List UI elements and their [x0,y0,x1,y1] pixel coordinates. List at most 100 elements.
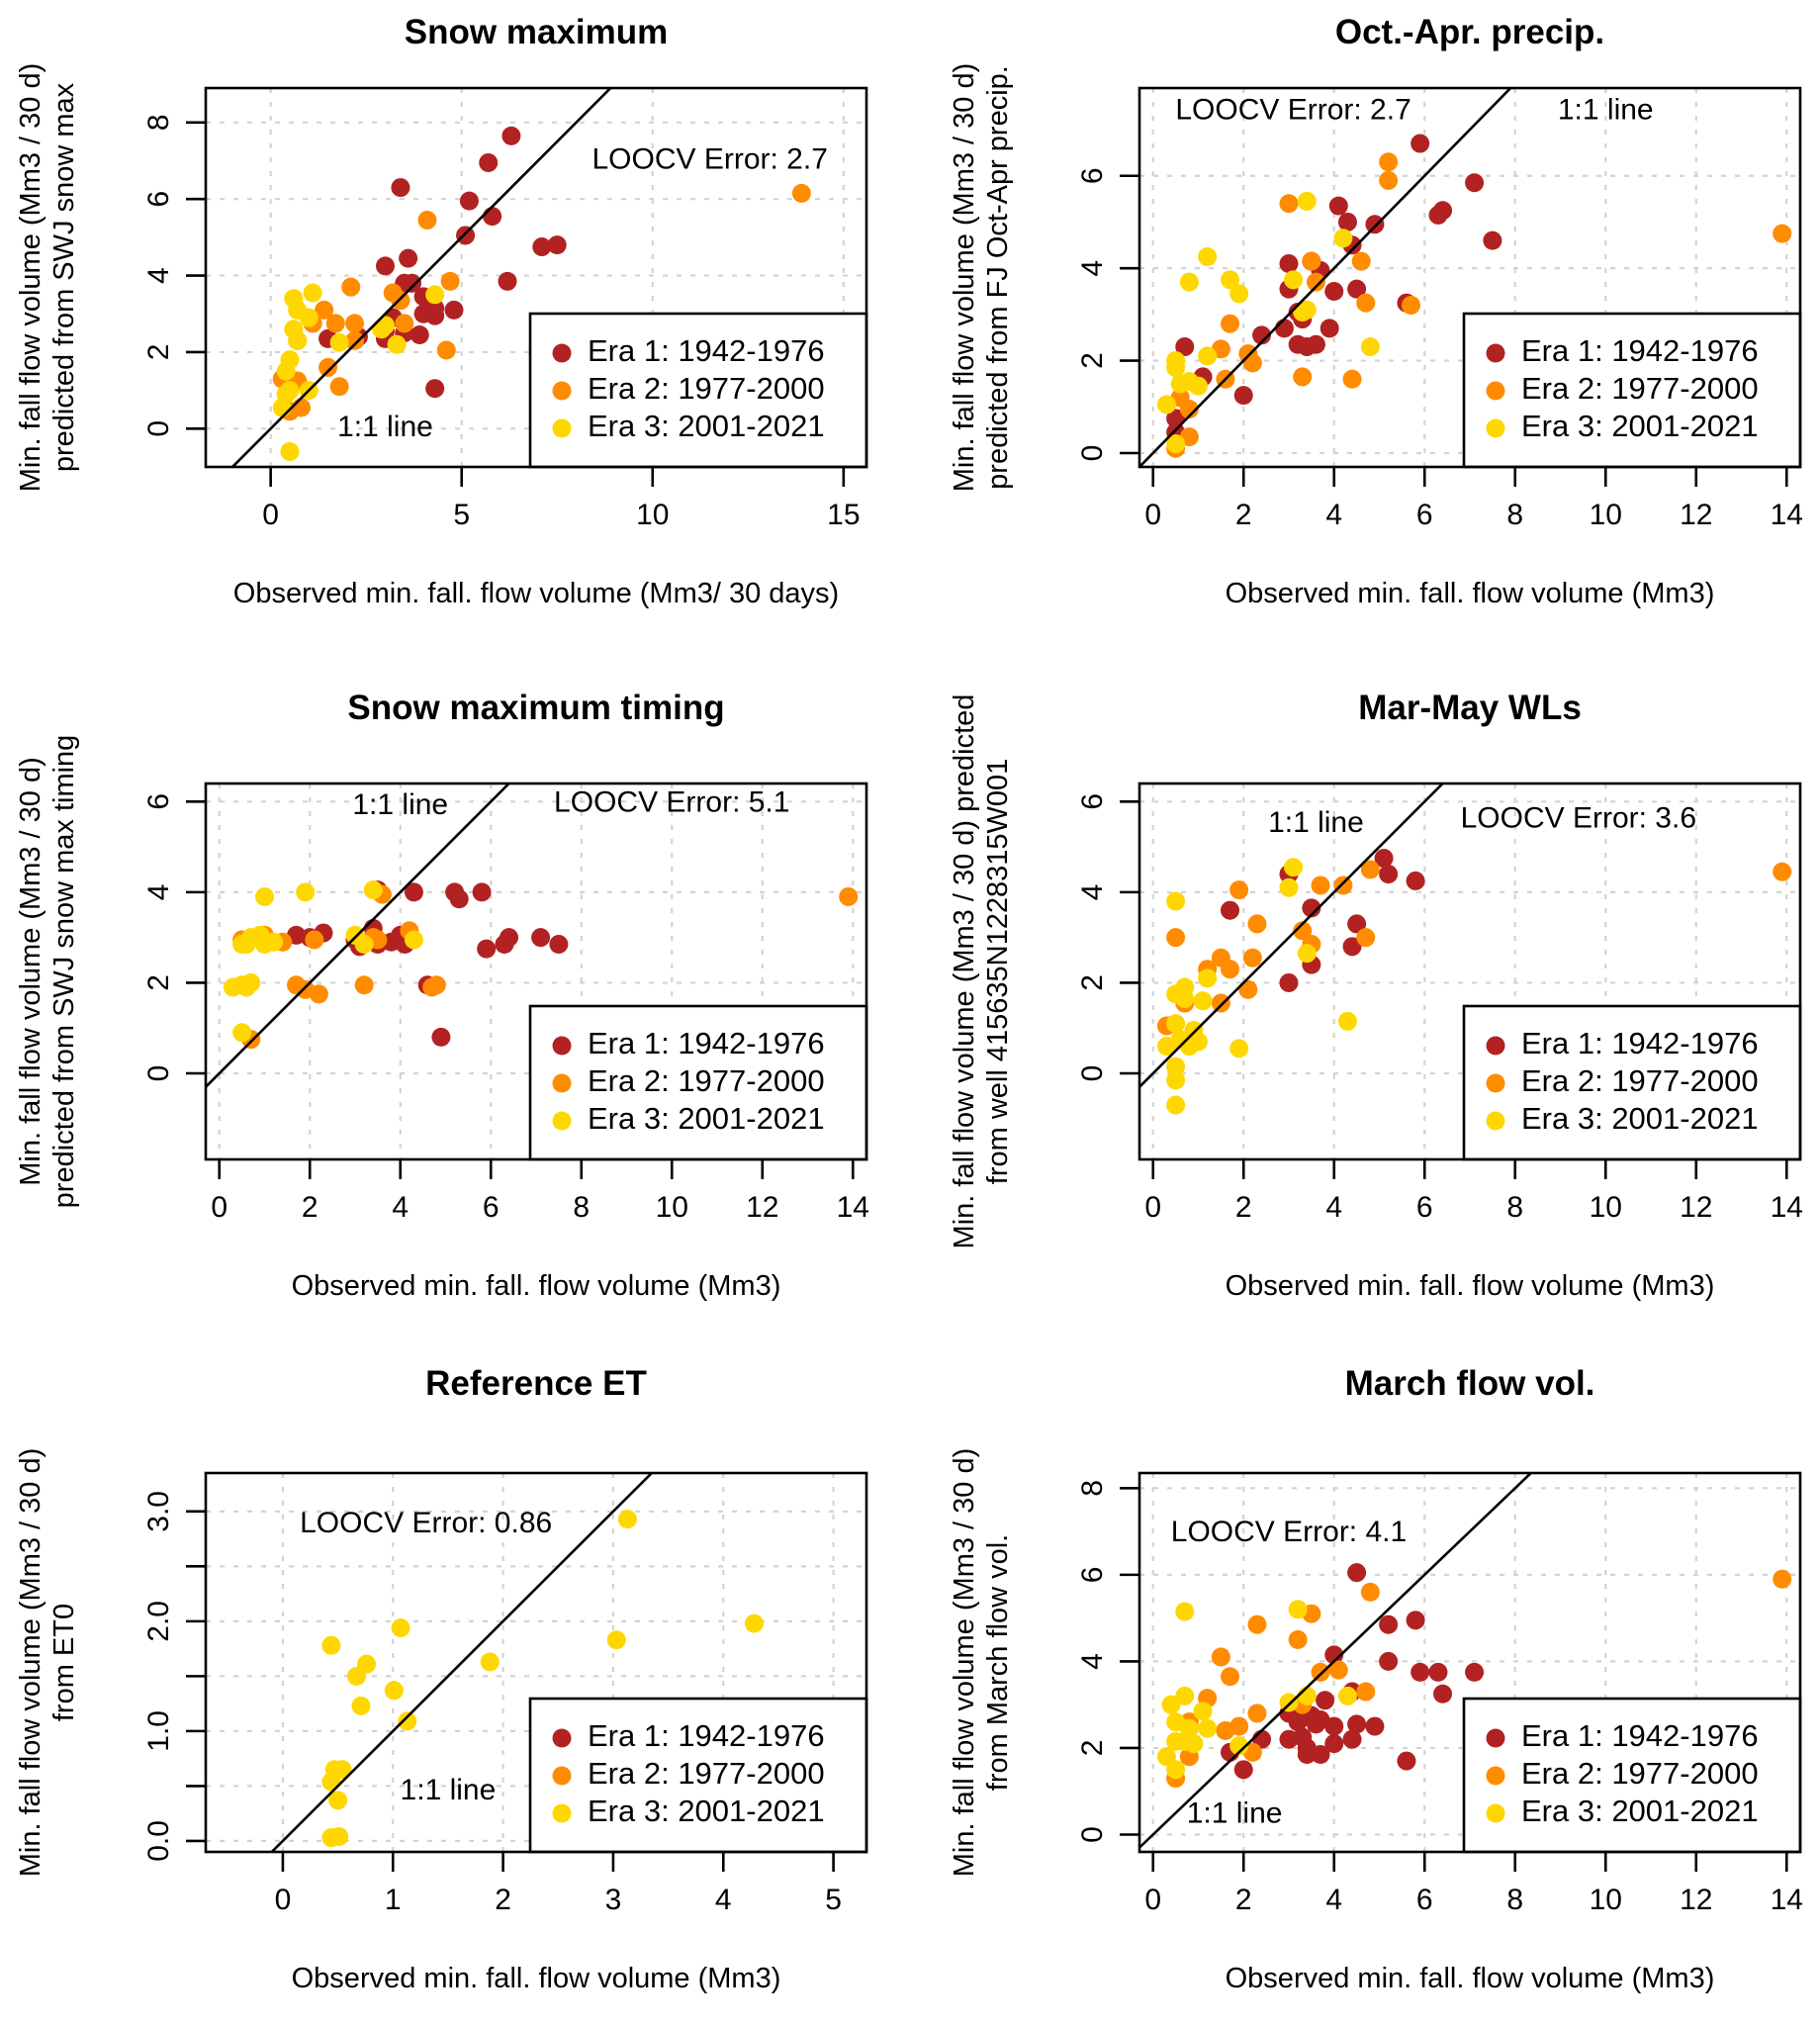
x-tick-label: 6 [1416,1884,1433,1916]
data-point-era-3 [744,1613,764,1633]
data-point-era-1 [456,226,476,245]
data-point-era-2 [345,314,365,333]
data-point-era-2 [1221,960,1240,979]
x-tick-label: 0 [1144,499,1161,531]
data-point-era-1 [1306,1714,1325,1734]
data-point-era-2 [426,975,446,995]
data-point-era-1 [1347,1563,1367,1583]
y-tick-label: 4 [1076,1653,1109,1670]
data-point-era-3 [332,1760,352,1780]
data-point-era-3 [1337,1686,1357,1705]
legend-marker-era-2 [552,1766,572,1786]
legend-label-era-2: Era 2: 1977-2000 [588,1063,825,1098]
x-tick-label: 12 [1680,1884,1712,1916]
legend-label-era-1: Era 1: 1942-1976 [1521,333,1759,368]
data-point-era-3 [404,930,423,950]
data-point-era-3 [1166,1760,1186,1780]
legend-marker-era-2 [1486,1073,1505,1093]
data-point-era-3 [1221,270,1240,290]
x-axis: 0 2 4 6 8 10 12 14 [1144,1852,1803,1916]
data-point-era-1 [1428,1662,1448,1682]
data-point-era-1 [1365,215,1385,234]
data-point-era-3 [480,1652,500,1672]
data-point-era-1 [1302,898,1321,918]
data-point-era-3 [1337,1011,1357,1031]
one-to-one-label: 1:1 line [352,788,448,821]
data-point-era-3 [1184,1734,1204,1754]
data-point-era-1 [498,271,517,291]
legend-label-era-2: Era 2: 1977-2000 [1521,371,1759,406]
legend-label-era-2: Era 2: 1977-2000 [588,1756,825,1791]
legend-marker-era-1 [552,343,572,363]
y-axis-label-line-1: Min. fall flow volume (Mm3 / 30 d) [15,63,46,493]
data-point-era-3 [391,1618,410,1638]
data-point-era-1 [399,248,418,268]
x-tick-label: 4 [715,1884,732,1916]
x-tick-label: 2 [302,1191,318,1224]
data-point-era-1 [1175,337,1195,357]
one-to-one-line [230,88,613,467]
data-point-era-3 [351,1696,371,1715]
x-tick-label: 8 [1506,1191,1523,1224]
data-point-era-1 [477,939,497,959]
x-axis-label: Observed min. fall. flow volume (Mm3) [1226,1963,1715,1994]
panel-snow-maximum: Snow maximum LOOCV Error: 2.7 1:1 line Era … [0,0,910,676]
x-tick-label: 4 [1325,1884,1342,1916]
data-point-era-2 [1211,1647,1230,1667]
chart-title: Snow maximum timing [347,689,724,727]
data-point-era-1 [483,207,502,227]
data-point-era-1 [1379,1614,1399,1634]
chart-svg: March flow vol. LOOCV Error: 4.1 1:1 line E… [949,1364,1803,1994]
data-point-era-3 [299,308,318,327]
one-to-one-line [206,783,511,1089]
legend-marker-era-2 [552,1073,572,1093]
panel-march-flow-vol: March flow vol. LOOCV Error: 4.1 1:1 line E… [910,1351,1820,2027]
y-axis-label-line-1: Min. fall flow volume (Mm3 / 30 d) [949,63,980,493]
y-tick-label: 2.0 [142,1601,175,1642]
scatter-points [272,126,811,462]
data-point-era-3 [1193,991,1213,1011]
data-point-era-2 [1247,1704,1267,1723]
data-point-era-1 [547,235,567,255]
data-point-era-1 [1316,1691,1335,1710]
data-point-era-1 [501,126,521,145]
y-axis-label-line-2: from March flow vol. [982,1534,1014,1791]
data-point-era-2 [1211,993,1230,1013]
data-point-era-3 [606,1630,626,1650]
legend-label-era-2: Era 2: 1977-2000 [1521,1063,1759,1098]
chart-title: March flow vol. [1345,1364,1595,1403]
data-point-era-1 [410,325,429,345]
data-point-era-3 [1229,1736,1249,1756]
x-tick-label: 12 [1680,499,1712,531]
one-to-one-line [1139,1473,1533,1850]
legend-marker-era-3 [552,1111,572,1131]
legend-box [1462,1004,1802,1161]
data-point-era-2 [1242,353,1262,373]
data-point-era-1 [1347,279,1367,299]
data-point-era-1 [1342,937,1362,957]
data-point-era-3 [1175,988,1195,1008]
data-point-era-1 [1221,900,1240,920]
y-axis-label-line-2: predicted from SWJ snow max [48,82,80,472]
data-point-era-3 [280,442,300,462]
legend-box [1462,1697,1802,1854]
data-point-era-3 [363,880,383,900]
x-tick-label: 3 [605,1884,622,1916]
data-point-era-3 [354,935,374,955]
data-point-era-3 [425,285,445,305]
x-tick-label: 14 [1771,1884,1803,1916]
data-point-era-2 [1333,875,1353,895]
x-axis-label: Observed min. fall. flow volume (Mm3) [1226,1270,1715,1302]
legend-label-era-3: Era 3: 2001-2021 [588,1101,825,1136]
data-point-era-2 [1311,1662,1330,1682]
data-point-era-1 [431,1027,451,1047]
data-point-era-2 [309,984,328,1004]
y-axis-label-line-1: Min. fall flow volume (Mm3 / 30 d) predi… [949,694,980,1249]
data-point-era-1 [1320,319,1339,338]
y-axis-label-line-2: predicted from SWJ snow max timing [48,735,80,1209]
data-point-era-1 [375,256,395,276]
y-axis: 0 2 4 6 [1076,167,1139,461]
